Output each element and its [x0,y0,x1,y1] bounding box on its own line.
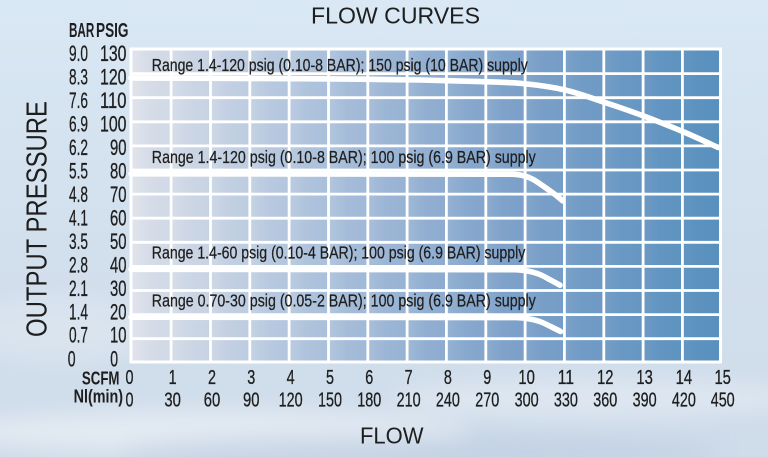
svg-text:6.2: 6.2 [69,135,88,160]
svg-text:390: 390 [633,389,657,412]
svg-text:0: 0 [110,347,118,372]
svg-text:11: 11 [558,366,575,389]
svg-text:30: 30 [164,389,181,412]
svg-text:13: 13 [636,366,653,389]
svg-text:4: 4 [287,366,295,389]
svg-text:3.5: 3.5 [69,229,88,254]
svg-text:7: 7 [405,366,413,389]
svg-text:450: 450 [711,389,735,412]
svg-text:2: 2 [208,366,216,389]
svg-text:10: 10 [518,366,535,389]
svg-text:60: 60 [204,389,221,412]
svg-text:120: 120 [100,65,127,90]
svg-text:8.3: 8.3 [69,65,88,90]
svg-text:0.7: 0.7 [69,323,88,348]
svg-text:14: 14 [676,366,693,389]
svg-text:0: 0 [126,366,134,389]
svg-text:Range 0.70-30 psig (0.05-2 BAR: Range 0.70-30 psig (0.05-2 BAR); 100 psi… [152,291,536,311]
svg-text:50: 50 [110,229,127,254]
svg-text:330: 330 [554,389,578,412]
svg-text:90: 90 [110,135,127,160]
svg-text:OUTPUT PRESSURE: OUTPUT PRESSURE [22,101,54,337]
svg-text:180: 180 [357,389,381,412]
svg-text:300: 300 [515,389,539,412]
svg-text:3: 3 [247,366,255,389]
svg-text:Range 1.4-120 psig (0.10-8 BAR: Range 1.4-120 psig (0.10-8 BAR); 150 psi… [152,55,528,75]
svg-text:2.8: 2.8 [69,252,88,277]
svg-text:60: 60 [110,205,127,230]
svg-text:100: 100 [100,111,127,136]
svg-text:80: 80 [110,158,127,183]
svg-text:5: 5 [326,366,334,389]
svg-text:12: 12 [597,366,614,389]
svg-text:5.5: 5.5 [69,158,88,183]
svg-text:110: 110 [100,88,127,113]
svg-text:270: 270 [475,389,499,412]
svg-text:BAR: BAR [69,20,95,42]
svg-text:0: 0 [68,347,76,372]
svg-text:Range 1.4-60 psig (0.10-4 BAR): Range 1.4-60 psig (0.10-4 BAR); 100 psig… [152,243,526,263]
svg-text:9.0: 9.0 [69,41,88,66]
svg-text:4.1: 4.1 [69,205,88,230]
svg-text:240: 240 [436,389,460,412]
svg-text:6: 6 [365,366,373,389]
svg-text:FLOW CURVES: FLOW CURVES [311,3,480,29]
svg-text:4.8: 4.8 [69,182,88,207]
svg-text:9: 9 [483,366,491,389]
svg-text:10: 10 [110,323,127,348]
svg-text:0: 0 [126,389,134,412]
svg-text:420: 420 [672,389,696,412]
svg-text:360: 360 [593,389,617,412]
svg-text:SCFM: SCFM [82,367,120,388]
svg-text:PSIG: PSIG [96,20,129,42]
svg-text:150: 150 [318,389,342,412]
svg-text:Nl(min): Nl(min) [74,386,123,407]
svg-text:6.9: 6.9 [69,111,88,136]
svg-text:30: 30 [110,276,127,301]
svg-text:70: 70 [110,182,127,207]
svg-text:7.6: 7.6 [69,88,88,113]
svg-text:8: 8 [444,366,452,389]
svg-text:210: 210 [397,389,421,412]
svg-text:15: 15 [714,366,731,389]
svg-text:130: 130 [100,41,127,66]
svg-text:120: 120 [279,389,303,412]
svg-text:1: 1 [169,366,177,389]
svg-text:90: 90 [243,389,260,412]
svg-text:FLOW: FLOW [360,423,424,449]
svg-text:Range 1.4-120 psig (0.10-8 BAR: Range 1.4-120 psig (0.10-8 BAR); 100 psi… [152,147,536,167]
svg-text:2.1: 2.1 [69,276,88,301]
svg-text:40: 40 [110,252,127,277]
svg-text:20: 20 [110,299,127,324]
svg-text:1.4: 1.4 [69,299,88,324]
